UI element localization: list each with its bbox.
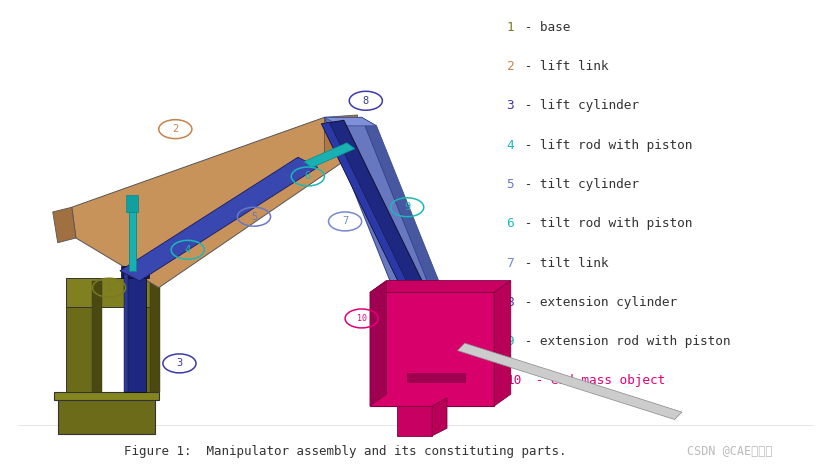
Polygon shape bbox=[407, 373, 465, 382]
Text: - tilt cylinder: - tilt cylinder bbox=[518, 178, 639, 191]
Polygon shape bbox=[322, 123, 435, 341]
Text: - lift link: - lift link bbox=[518, 60, 609, 73]
Text: - tilt link: - tilt link bbox=[518, 257, 609, 269]
Text: 5: 5 bbox=[507, 178, 514, 191]
Polygon shape bbox=[124, 271, 128, 392]
Polygon shape bbox=[397, 406, 432, 436]
Polygon shape bbox=[304, 143, 355, 168]
Polygon shape bbox=[324, 117, 453, 345]
Polygon shape bbox=[457, 343, 682, 419]
Polygon shape bbox=[126, 196, 138, 212]
Text: - base: - base bbox=[518, 21, 571, 34]
Polygon shape bbox=[120, 157, 317, 281]
Text: 8: 8 bbox=[507, 296, 514, 309]
Text: 7: 7 bbox=[342, 217, 348, 227]
Text: 3: 3 bbox=[507, 99, 514, 112]
Text: 8: 8 bbox=[362, 96, 369, 106]
Polygon shape bbox=[322, 120, 450, 341]
Text: 9: 9 bbox=[404, 202, 411, 212]
Polygon shape bbox=[124, 271, 146, 392]
Text: 3: 3 bbox=[176, 358, 183, 368]
Text: - lift cylinder: - lift cylinder bbox=[518, 99, 639, 112]
Polygon shape bbox=[324, 115, 357, 160]
Text: - end mass object: - end mass object bbox=[529, 375, 666, 387]
Text: 10: 10 bbox=[356, 314, 366, 323]
Polygon shape bbox=[121, 267, 149, 278]
Polygon shape bbox=[66, 278, 150, 307]
Polygon shape bbox=[52, 207, 76, 243]
Text: 4: 4 bbox=[184, 245, 191, 255]
Polygon shape bbox=[436, 337, 464, 349]
Text: - lift rod with piston: - lift rod with piston bbox=[518, 139, 693, 152]
Text: 6: 6 bbox=[305, 171, 311, 181]
Polygon shape bbox=[57, 399, 155, 435]
Text: 1: 1 bbox=[106, 283, 112, 293]
Text: 9: 9 bbox=[507, 335, 514, 348]
Text: 10: 10 bbox=[507, 375, 522, 387]
Text: - extension rod with piston: - extension rod with piston bbox=[518, 335, 731, 348]
Polygon shape bbox=[449, 290, 465, 349]
Text: - tilt rod with piston: - tilt rod with piston bbox=[518, 218, 693, 230]
Text: 1: 1 bbox=[507, 21, 514, 34]
Text: 7: 7 bbox=[507, 257, 514, 269]
Polygon shape bbox=[71, 117, 349, 288]
Polygon shape bbox=[53, 392, 159, 400]
Polygon shape bbox=[129, 200, 135, 271]
Polygon shape bbox=[494, 280, 511, 406]
Polygon shape bbox=[66, 280, 92, 392]
Text: - extension cylinder: - extension cylinder bbox=[518, 296, 677, 309]
Polygon shape bbox=[416, 345, 468, 353]
Text: 4: 4 bbox=[507, 139, 514, 152]
Text: 6: 6 bbox=[507, 218, 514, 230]
Text: Figure 1:  Manipulator assembly and its constituting parts.: Figure 1: Manipulator assembly and its c… bbox=[124, 446, 567, 458]
Polygon shape bbox=[150, 280, 160, 392]
Polygon shape bbox=[370, 280, 386, 406]
Polygon shape bbox=[370, 292, 494, 406]
Text: 2: 2 bbox=[172, 124, 179, 134]
Polygon shape bbox=[124, 280, 150, 392]
Polygon shape bbox=[432, 398, 447, 436]
Text: CSDN @CAE工作者: CSDN @CAE工作者 bbox=[687, 446, 773, 458]
Polygon shape bbox=[361, 117, 468, 353]
Polygon shape bbox=[324, 117, 376, 126]
Text: 2: 2 bbox=[507, 60, 514, 73]
Text: 5: 5 bbox=[251, 212, 257, 222]
Polygon shape bbox=[92, 280, 102, 392]
Polygon shape bbox=[370, 280, 511, 292]
